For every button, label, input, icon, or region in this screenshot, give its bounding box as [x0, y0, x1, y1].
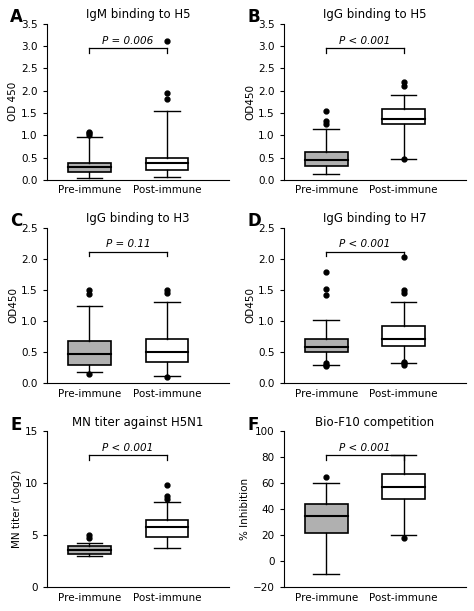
Text: P < 0.001: P < 0.001 — [339, 35, 391, 46]
Text: A: A — [10, 9, 23, 26]
Bar — [383, 474, 425, 499]
Title: IgM binding to H5: IgM binding to H5 — [85, 9, 190, 21]
Title: IgG binding to H5: IgG binding to H5 — [323, 9, 427, 21]
Bar — [305, 504, 347, 533]
Text: P < 0.001: P < 0.001 — [339, 443, 391, 453]
Title: MN titer against H5N1: MN titer against H5N1 — [72, 415, 203, 429]
Text: F: F — [247, 415, 259, 434]
Bar — [305, 152, 347, 166]
Bar — [68, 546, 110, 554]
Title: Bio-F10 competition: Bio-F10 competition — [315, 415, 434, 429]
Bar — [146, 519, 188, 537]
Y-axis label: MN titer (Log2): MN titer (Log2) — [12, 470, 22, 548]
Bar — [146, 338, 188, 362]
Bar — [383, 109, 425, 124]
Text: P < 0.001: P < 0.001 — [102, 443, 154, 453]
Text: P = 0.11: P = 0.11 — [106, 240, 150, 249]
Y-axis label: OD 450: OD 450 — [9, 82, 18, 122]
Title: IgG binding to H3: IgG binding to H3 — [86, 212, 190, 225]
Title: IgG binding to H7: IgG binding to H7 — [323, 212, 427, 225]
Text: B: B — [247, 9, 260, 26]
Text: E: E — [10, 415, 22, 434]
Text: C: C — [10, 212, 23, 230]
Text: P = 0.006: P = 0.006 — [102, 35, 154, 46]
Bar — [305, 338, 347, 353]
Y-axis label: % Inhibition: % Inhibition — [240, 478, 250, 540]
Bar — [68, 163, 110, 172]
Bar — [146, 158, 188, 170]
Bar — [68, 341, 110, 365]
Y-axis label: OD450: OD450 — [9, 288, 18, 323]
Y-axis label: OD450: OD450 — [245, 84, 255, 120]
Y-axis label: OD450: OD450 — [245, 288, 255, 323]
Text: P < 0.001: P < 0.001 — [339, 240, 391, 249]
Text: D: D — [247, 212, 261, 230]
Bar — [383, 326, 425, 346]
